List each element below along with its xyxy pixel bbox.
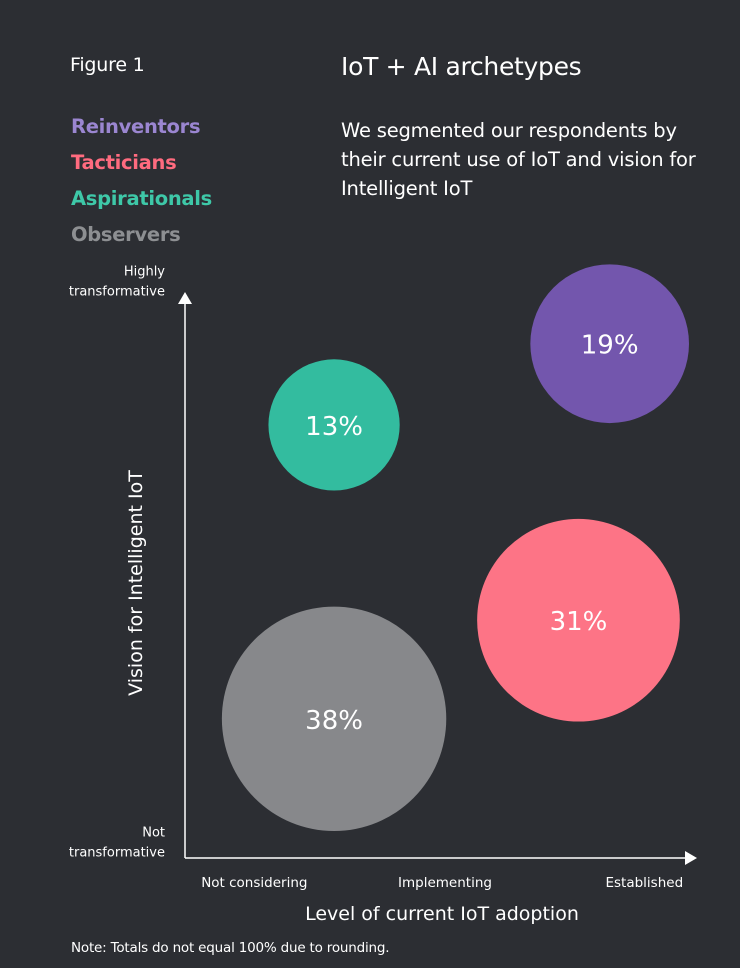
bubble-observers bbox=[221, 606, 447, 831]
footnote: Note: Totals do not equal 100% due to ro… bbox=[71, 940, 390, 956]
y-tick-label: Not bbox=[142, 825, 165, 840]
legend-item-observers: Observers bbox=[71, 223, 181, 246]
bubble-label-aspirationals: 13% bbox=[305, 412, 363, 442]
x-tick-label: Established bbox=[605, 875, 683, 891]
bubble-label-observers: 38% bbox=[305, 706, 363, 736]
chart-title: IoT + AI archetypes bbox=[341, 52, 582, 81]
bubble-label-reinventors: 19% bbox=[581, 331, 639, 361]
y-tick-label: Highly bbox=[124, 265, 165, 280]
tick-labels: Not considering Implementing Established No… bbox=[69, 265, 683, 891]
legend-item-reinventors: Reinventors bbox=[71, 115, 201, 138]
legend: Reinventors Tacticians Aspirationals Obs… bbox=[71, 114, 212, 258]
y-tick-label: transformative bbox=[69, 845, 165, 860]
legend-item-tacticians: Tacticians bbox=[71, 151, 177, 174]
x-axis-arrow-icon bbox=[685, 851, 697, 865]
x-axis-title: Level of current IoT adoption bbox=[305, 903, 579, 925]
bubble-reinventors bbox=[530, 264, 689, 424]
y-axis-title: Vision for Intelligent IoT bbox=[125, 470, 147, 696]
y-tick-label: transformative bbox=[69, 285, 165, 300]
x-tick-label: Not considering bbox=[201, 875, 307, 891]
chart-subtitle: We segmented our respondents by their cu… bbox=[341, 119, 696, 200]
y-axis-arrow-icon bbox=[178, 292, 192, 304]
bubble-series: 19% 13% 31% 38% bbox=[221, 264, 689, 831]
chart-axes bbox=[178, 292, 697, 865]
x-tick-label: Implementing bbox=[398, 875, 492, 891]
bubble-label-tacticians: 31% bbox=[550, 607, 608, 637]
figure-label: Figure 1 bbox=[70, 54, 145, 76]
bubble-tacticians bbox=[477, 518, 680, 722]
bubble-chart: 19% 13% 31% 38% Not considering Implementing… bbox=[69, 264, 697, 925]
legend-item-aspirationals: Aspirationals bbox=[71, 187, 212, 210]
bubble-aspirationals bbox=[268, 359, 400, 491]
